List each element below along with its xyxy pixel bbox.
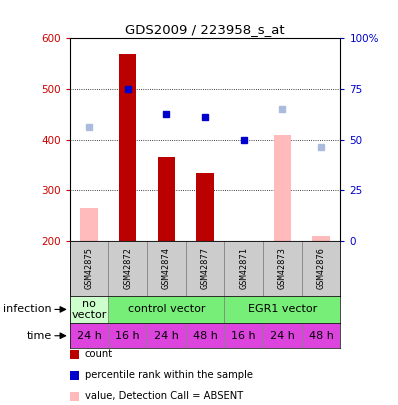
Text: EGR1 vector: EGR1 vector [248, 305, 317, 314]
Text: 48 h: 48 h [193, 331, 217, 341]
Bar [80, 208, 98, 241]
Bar [196, 173, 214, 241]
Text: GSM42874: GSM42874 [162, 247, 171, 289]
Bar [273, 134, 291, 241]
Bar [147, 323, 185, 348]
Text: value, Detection Call = ABSENT: value, Detection Call = ABSENT [84, 392, 243, 401]
Bar [158, 158, 175, 241]
Bar [302, 323, 340, 348]
Bar [224, 323, 263, 348]
Text: GSM42873: GSM42873 [278, 247, 287, 289]
Text: 24 h: 24 h [270, 331, 295, 341]
Bar [108, 296, 224, 323]
Text: 48 h: 48 h [308, 331, 334, 341]
Text: GSM42877: GSM42877 [201, 247, 209, 289]
Bar [312, 236, 330, 241]
Text: 24 h: 24 h [154, 331, 179, 341]
Text: 16 h: 16 h [231, 331, 256, 341]
Bar [224, 296, 340, 323]
Text: GSM42871: GSM42871 [239, 247, 248, 289]
Bar [70, 296, 108, 323]
Text: time: time [27, 331, 52, 341]
Text: infection: infection [3, 305, 52, 314]
Bar [263, 323, 302, 348]
Text: control vector: control vector [127, 305, 205, 314]
Text: no
vector: no vector [71, 298, 107, 320]
Title: GDS2009 / 223958_s_at: GDS2009 / 223958_s_at [125, 23, 285, 36]
Bar [185, 323, 224, 348]
Text: count: count [84, 350, 113, 359]
Bar [119, 53, 137, 241]
Text: GSM42872: GSM42872 [123, 247, 132, 289]
Text: 16 h: 16 h [115, 331, 140, 341]
Text: GSM42875: GSM42875 [84, 247, 94, 289]
Text: GSM42876: GSM42876 [316, 247, 326, 289]
Bar [70, 323, 108, 348]
Text: 24 h: 24 h [76, 331, 101, 341]
Text: percentile rank within the sample: percentile rank within the sample [84, 371, 252, 380]
Bar [108, 323, 147, 348]
